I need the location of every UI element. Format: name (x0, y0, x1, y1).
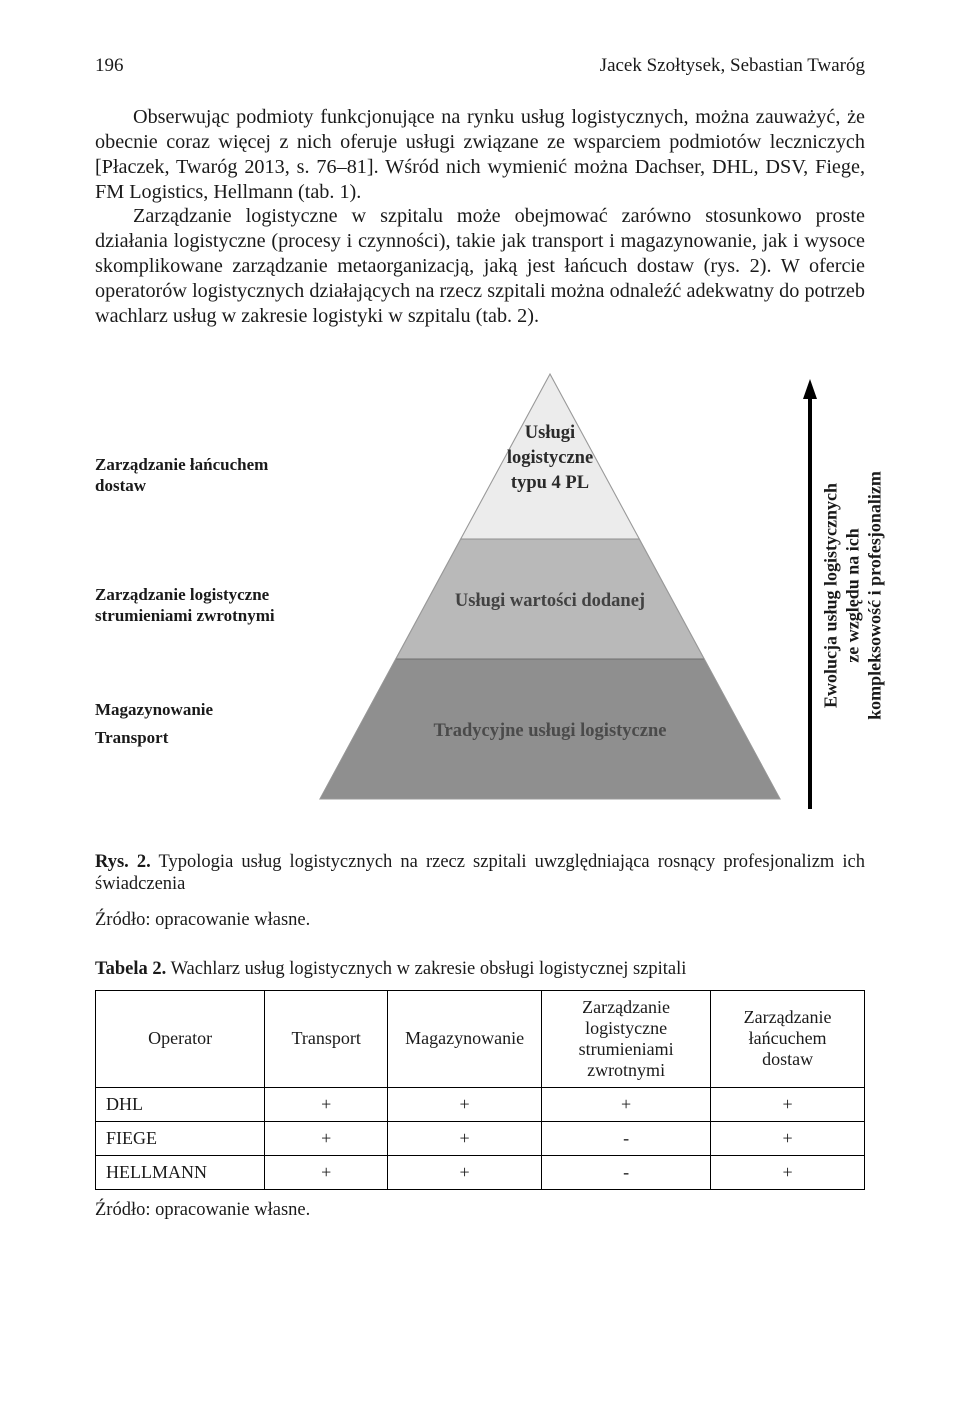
figure-pyramid: Zarządzanie łańcuchem dostaw Zarządzanie … (95, 369, 875, 829)
table-cell: + (711, 1155, 865, 1189)
table2-title-text: Wachlarz usług logistycznych w zakresie … (171, 959, 687, 979)
page-number: 196 (95, 55, 124, 77)
figure-left-label: Zarządzanie logistyczne strumieniami zwr… (95, 584, 315, 627)
table-row: FIEGE++-+ (96, 1121, 865, 1155)
figure-side-arrow: Ewolucja usług logistycznych ze względu … (803, 379, 875, 809)
side-text-1: Ewolucja usług logistycznych (821, 395, 842, 795)
table2: OperatorTransportMagazynowanieZarządzani… (95, 990, 865, 1190)
table-cell: + (265, 1087, 388, 1121)
figure-source: Źródło: opracowanie własne. (95, 910, 865, 931)
table-row-label: FIEGE (96, 1121, 265, 1155)
table-cell: - (542, 1155, 711, 1189)
table-row-label: DHL (96, 1087, 265, 1121)
table-cell: + (265, 1121, 388, 1155)
table-col-header: Magazynowanie (388, 990, 542, 1087)
table-col-header: Operator (96, 990, 265, 1087)
side-text-2: ze względu na ich (843, 395, 864, 795)
table-cell: - (542, 1121, 711, 1155)
pyramid-level-label: Usługi wartości dodanej (315, 589, 785, 614)
page-header: 196 Jacek Szołtysek, Sebastian Twaróg (95, 55, 865, 77)
side-text-3: kompleksowość i profesjonalizm (865, 395, 886, 795)
table-row-label: HELLMANN (96, 1155, 265, 1189)
table-cell: + (265, 1155, 388, 1189)
table-col-header: Zarządzanie łańcuchem dostaw (711, 990, 865, 1087)
table-cell: + (388, 1155, 542, 1189)
table-cell: + (711, 1087, 865, 1121)
figure-caption-text: Typologia usług logistycznych na rzecz s… (95, 852, 865, 895)
table2-title-label: Tabela 2. (95, 959, 166, 979)
pyramid-level-label: Usługilogistycznetypu 4 PL (315, 421, 785, 496)
running-head: Jacek Szołtysek, Sebastian Twaróg (600, 55, 865, 77)
table-cell: + (388, 1087, 542, 1121)
pyramid-level-label: Tradycyjne usługi logistyczne (315, 719, 785, 744)
pyramid: Usługilogistycznetypu 4 PL Usługi wartośc… (315, 369, 785, 809)
table-cell: + (711, 1121, 865, 1155)
table-col-header: Zarządzanie logistyczne strumieniami zwr… (542, 990, 711, 1087)
table2-title: Tabela 2. Wachlarz usług logistycznych w… (95, 959, 865, 980)
table-cell: + (388, 1121, 542, 1155)
table-header-row: OperatorTransportMagazynowanieZarządzani… (96, 990, 865, 1087)
table2-source: Źródło: opracowanie własne. (95, 1200, 865, 1221)
figure-left-label: Zarządzanie łańcuchem dostaw (95, 454, 315, 497)
table-cell: + (542, 1087, 711, 1121)
page: 196 Jacek Szołtysek, Sebastian Twaróg Ob… (0, 0, 960, 1309)
figure-left-labels: Zarządzanie łańcuchem dostaw Zarządzanie … (95, 369, 315, 829)
figure-left-label: Magazynowanie (95, 699, 213, 720)
table-row: HELLMANN++-+ (96, 1155, 865, 1189)
body-paragraph: Obserwując podmioty funkcjonujące na ryn… (95, 105, 865, 329)
figure-caption-label: Rys. 2. (95, 852, 151, 872)
table-col-header: Transport (265, 990, 388, 1087)
figure-left-label: Transport (95, 727, 168, 748)
arrow-up-icon (803, 379, 817, 809)
table-row: DHL++++ (96, 1087, 865, 1121)
figure-caption: Rys. 2. Typologia usług logistycznych na… (95, 851, 865, 896)
